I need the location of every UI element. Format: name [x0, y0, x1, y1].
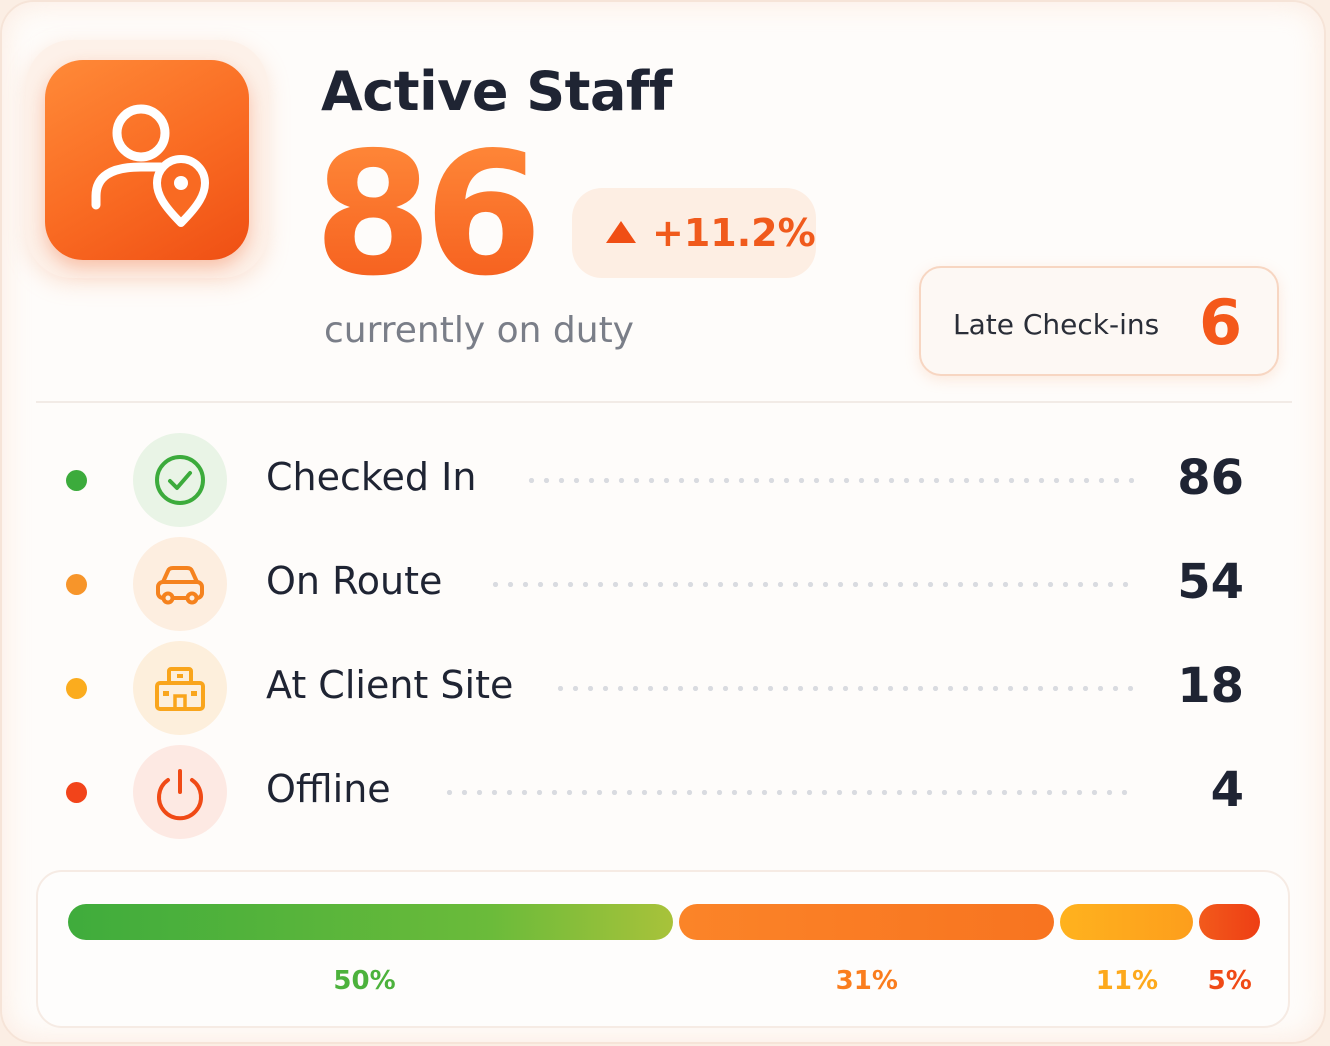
distribution-segment [1060, 904, 1194, 940]
status-count: 86 [1177, 450, 1244, 506]
trend-value: +11.2% [652, 211, 816, 255]
status-count: 4 [1210, 762, 1244, 818]
distribution-percent-label: 11% [1095, 966, 1159, 996]
card-subtitle: currently on duty [324, 310, 634, 351]
dotted-leader [553, 686, 1134, 691]
late-checkins-box[interactable]: Late Check-ins 6 [919, 266, 1279, 376]
dotted-leader [442, 790, 1134, 795]
distribution-percent-label: 5% [1207, 966, 1252, 996]
status-row-offline[interactable]: Offline 4 [2, 740, 1324, 844]
distribution-percent-label: 50% [333, 966, 396, 996]
status-label: On Route [266, 559, 443, 603]
distribution-percent-label: 31% [835, 966, 898, 996]
divider [36, 401, 1292, 403]
status-row-at-client-site[interactable]: At Client Site 18 [2, 636, 1324, 740]
check-circle-icon [133, 433, 227, 527]
status-row-checked-in[interactable]: Checked In 86 [2, 428, 1324, 532]
building-icon [133, 641, 227, 735]
power-icon [133, 745, 227, 839]
status-row-on-route[interactable]: On Route 54 [2, 532, 1324, 636]
status-label: Checked In [266, 455, 477, 499]
late-checkins-count: 6 [1199, 286, 1243, 359]
distribution-segment [679, 904, 1055, 940]
dotted-leader [488, 582, 1134, 587]
distribution-segment [1199, 904, 1260, 940]
trend-up-icon [606, 221, 636, 243]
distribution-segment [68, 904, 674, 940]
status-dot [66, 782, 87, 803]
status-count: 18 [1177, 658, 1244, 714]
status-dot [66, 574, 87, 595]
car-icon [133, 537, 227, 631]
trend-badge: +11.2% [572, 188, 816, 278]
status-label: At Client Site [266, 663, 514, 707]
distribution-panel: 50% 31% 11% 5% [36, 870, 1290, 1028]
card-title: Active Staff [321, 60, 672, 123]
dotted-leader [524, 478, 1134, 483]
status-label: Offline [266, 767, 391, 811]
user-location-icon [45, 60, 249, 260]
active-staff-count: 86 [314, 116, 543, 314]
distribution-bar [68, 904, 1260, 940]
status-dot [66, 470, 87, 491]
status-dot [66, 678, 87, 699]
status-count: 54 [1177, 554, 1244, 610]
late-checkins-label: Late Check-ins [953, 308, 1160, 341]
